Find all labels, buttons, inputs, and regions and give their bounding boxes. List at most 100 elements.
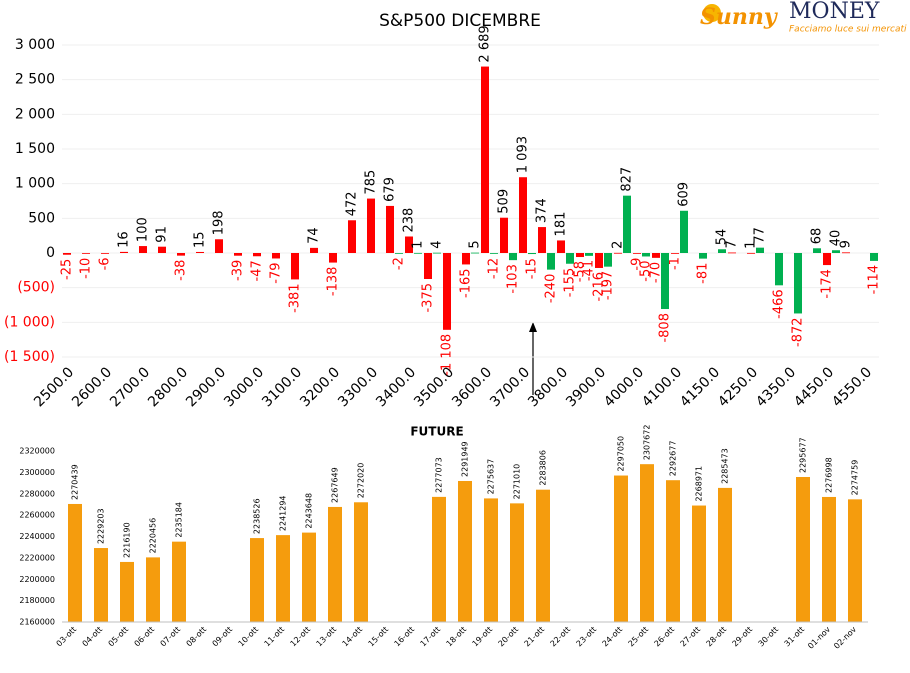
bar: [519, 177, 527, 253]
value-label: -174: [820, 269, 835, 299]
bar: [614, 475, 628, 622]
value-label: -466: [772, 289, 787, 319]
logo-brand: Sunny: [700, 4, 779, 30]
arrow: [529, 322, 537, 395]
value-label: -872: [791, 317, 806, 347]
y-tick-label: 2200000: [19, 575, 55, 584]
bar: [177, 253, 185, 256]
value-label: -81: [696, 263, 711, 284]
bar: [604, 253, 612, 267]
x-tick-label: 11-ott: [263, 625, 287, 649]
bar: [94, 548, 108, 622]
x-tick-label: 24-ott: [601, 625, 625, 649]
y-tick-label: 2220000: [19, 553, 55, 562]
x-tick-label: 17-ott: [419, 625, 443, 649]
bar: [484, 498, 498, 622]
x-tick-label: 4450.0: [791, 364, 837, 410]
value-label: 100: [136, 217, 151, 242]
bar: [528, 253, 536, 255]
bar: [395, 253, 403, 254]
bar: [509, 253, 517, 261]
bar: [671, 253, 679, 254]
bar: [796, 476, 810, 622]
x-tick-label: 3400.0: [373, 364, 419, 410]
x-tick-label: 2500.0: [31, 364, 77, 410]
bar: [576, 253, 584, 258]
bar: [547, 253, 555, 270]
x-tick-label: 15-ott: [367, 625, 391, 649]
value-label: 238: [402, 208, 417, 233]
value-label: -70: [649, 262, 664, 283]
value-label: 2285473: [721, 448, 730, 484]
bar: [291, 253, 299, 280]
y-tick-label: 1 000: [15, 176, 55, 192]
x-tick-label: 18-ott: [445, 625, 469, 649]
value-label: 2272020: [357, 463, 366, 499]
value-label: -10: [79, 258, 94, 279]
value-label: 181: [554, 212, 569, 237]
x-tick-label: 31-ott: [783, 625, 807, 649]
value-label: -39: [231, 260, 246, 281]
arrow-head: [529, 322, 537, 332]
value-label: -38: [174, 260, 189, 281]
x-tick-label: 25-ott: [627, 625, 651, 649]
value-label: 2: [611, 241, 626, 249]
value-label: 2297050: [617, 436, 626, 472]
value-label: -50: [639, 260, 654, 281]
value-label: 679: [383, 177, 398, 202]
bar: [302, 532, 316, 622]
x-tick-label: 12-ott: [289, 625, 313, 649]
bar: [101, 253, 109, 254]
y-tick-label: (500): [17, 280, 55, 296]
bar: [822, 496, 836, 622]
x-tick-label: 3600.0: [449, 364, 495, 410]
value-label: -381: [288, 283, 303, 313]
value-label: -15: [525, 258, 540, 279]
bar: [640, 464, 654, 622]
bar: [82, 253, 90, 254]
value-label: 2283806: [539, 450, 548, 486]
value-label: -25: [60, 259, 75, 280]
x-tick-label: 05-ott: [107, 625, 131, 649]
y-tick-label: 2280000: [19, 489, 55, 498]
value-label: 2241294: [279, 495, 288, 531]
value-label: -12: [487, 258, 502, 279]
bar: [433, 252, 441, 254]
bar: [481, 66, 489, 253]
value-label: 2238526: [253, 498, 262, 534]
bar: [120, 561, 134, 622]
value-label: -103: [506, 264, 521, 294]
value-label: 2270439: [71, 464, 80, 500]
bar: [848, 499, 862, 622]
bar: [367, 198, 375, 253]
x-tick-label: 4000.0: [601, 364, 647, 410]
x-tick-label: 4350.0: [753, 364, 799, 410]
y-tick-label: 0: [46, 245, 55, 261]
bar: [139, 246, 147, 253]
value-label: -138: [326, 267, 341, 297]
x-tick-label: 2900.0: [183, 364, 229, 410]
x-tick-label: 3700.0: [487, 364, 533, 410]
logo-tagline: Facciamo luce sui mercati: [789, 25, 907, 35]
value-label: 54: [715, 229, 730, 246]
value-label: -197: [601, 271, 616, 301]
value-label: 91: [155, 226, 170, 243]
bar: [443, 253, 451, 330]
x-tick-label: 2700.0: [107, 364, 153, 410]
x-tick-label: 4250.0: [715, 364, 761, 410]
bar: [832, 250, 840, 253]
x-tick-label: 3100.0: [259, 364, 305, 410]
bar: [172, 541, 186, 622]
bar: [718, 487, 732, 622]
bar: [585, 253, 593, 256]
value-label: 1 093: [516, 136, 531, 173]
value-label: 1: [411, 241, 426, 249]
y-tick-label: (1 000): [4, 314, 55, 330]
bar: [63, 253, 71, 255]
bar: [661, 253, 669, 310]
value-label: -41: [582, 260, 597, 281]
value-label: -155: [563, 268, 578, 298]
value-label: 5: [468, 240, 483, 248]
bar: [120, 251, 128, 253]
